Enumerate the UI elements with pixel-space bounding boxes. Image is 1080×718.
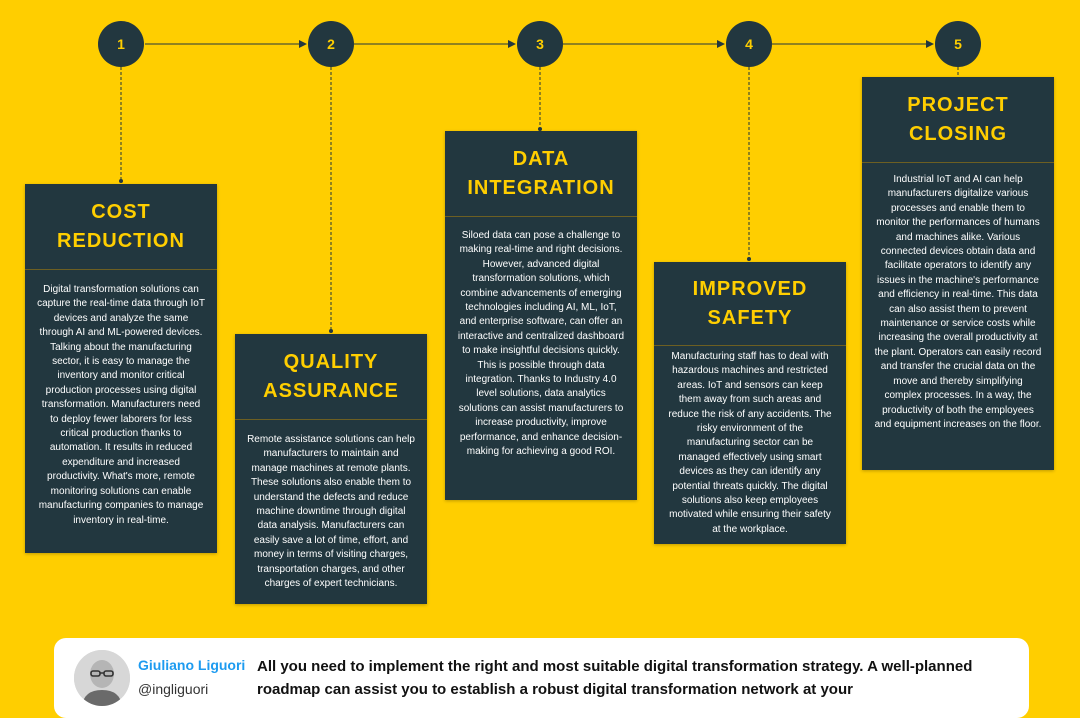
step-circle-1: 1	[98, 21, 144, 67]
step-number: 3	[536, 36, 544, 52]
step-number: 1	[117, 36, 125, 52]
card-title-line: QUALITY	[283, 350, 379, 373]
author-name[interactable]: Giuliano Liguori	[138, 657, 246, 673]
step-circle-4: 4	[726, 21, 772, 67]
card-body: Industrial IoT and AI can help manufactu…	[874, 174, 1042, 430]
drop-dot-3	[538, 127, 542, 131]
card-title: DATA INTEGRATION	[445, 131, 637, 217]
step-number: 4	[745, 36, 753, 52]
card-title-line: ASSURANCE	[263, 379, 399, 402]
step-card-project-closing: PROJECT CLOSING Industrial IoT and AI ca…	[862, 77, 1054, 470]
card-title: IMPROVED SAFETY	[654, 262, 846, 346]
card-body: Remote assistance solutions can help man…	[247, 434, 415, 590]
card-title: QUALITY ASSURANCE	[235, 334, 427, 420]
avatar[interactable]	[74, 650, 130, 706]
drop-dot-4	[747, 257, 751, 261]
card-title-line: PROJECT	[907, 93, 1009, 116]
timeline-connectors	[119, 40, 960, 333]
tweet-text: All you need to implement the right and …	[257, 658, 973, 698]
card-title-line: CLOSING	[908, 122, 1008, 145]
card-body: Manufacturing staff has to deal with haz…	[668, 351, 832, 535]
step-circle-5: 5	[935, 21, 981, 67]
step-card-data-integration: DATA INTEGRATION Siloed data can pose a …	[445, 131, 637, 500]
author-handle[interactable]: @ingliguori	[138, 681, 209, 697]
card-title-line: IMPROVED	[692, 277, 808, 300]
card-title-line: COST	[91, 200, 151, 223]
roadmap-infographic: 1 2 3 4 5 COST REDUCTION Digital transfo…	[25, 21, 1054, 718]
drop-dot-1	[119, 179, 123, 183]
avatar-portrait-icon	[74, 650, 130, 706]
step-circle-2: 2	[308, 21, 354, 67]
card-body: Digital transformation solutions can cap…	[37, 284, 205, 526]
card-title: COST REDUCTION	[25, 184, 217, 270]
card-title-line: REDUCTION	[57, 229, 185, 252]
card-title-line: DATA	[512, 147, 570, 170]
drop-dot-2	[329, 329, 333, 333]
card-title-line: INTEGRATION	[467, 176, 615, 199]
step-circle-3: 3	[517, 21, 563, 67]
step-number: 5	[954, 36, 962, 52]
step-card-improved-safety: IMPROVED SAFETY Manufacturing staff has …	[654, 262, 846, 544]
card-body: Siloed data can pose a challenge to maki…	[457, 230, 625, 458]
step-number: 2	[327, 36, 335, 52]
step-card-quality-assurance: QUALITY ASSURANCE Remote assistance solu…	[235, 334, 427, 604]
tweet-card: Giuliano Liguori @ingliguori All you nee…	[54, 638, 1029, 718]
card-title: PROJECT CLOSING	[862, 77, 1054, 163]
step-card-cost-reduction: COST REDUCTION Digital transformation so…	[25, 184, 217, 553]
card-title-line: SAFETY	[707, 306, 793, 329]
